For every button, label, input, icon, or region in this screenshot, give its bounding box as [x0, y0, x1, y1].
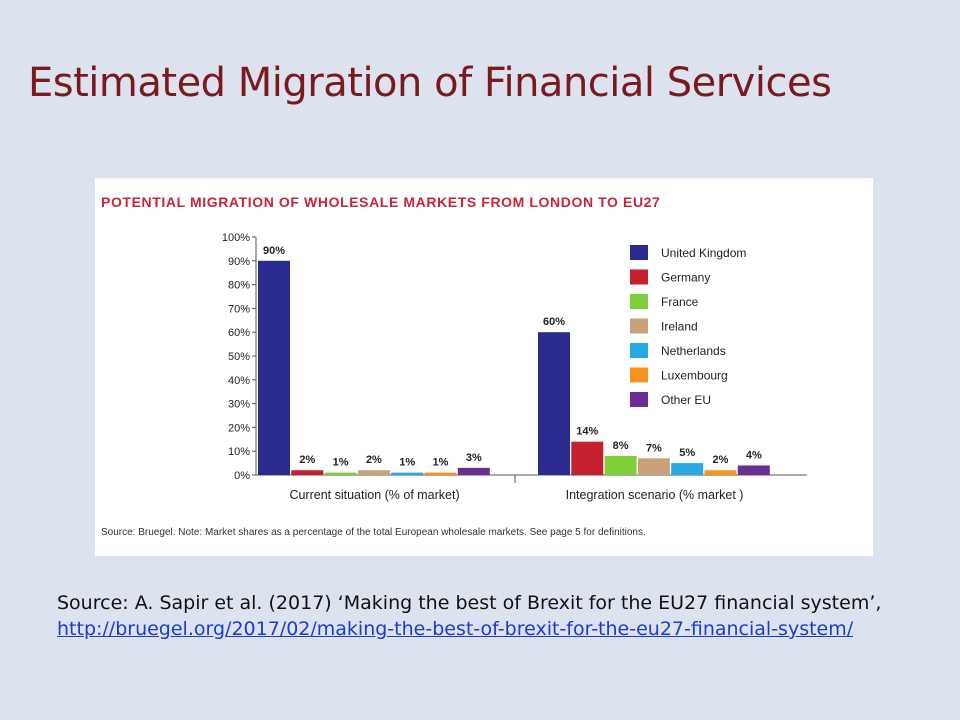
legend-swatch — [630, 294, 648, 309]
bar-united-kingdom — [258, 260, 290, 475]
category-labels: Current situation (% of market) Integrati… — [289, 475, 743, 502]
bar-ireland — [357, 470, 390, 475]
legend-label: Luxembourg — [661, 369, 728, 383]
bar-value-label: 3% — [466, 452, 482, 464]
bar-value-label: 2% — [713, 454, 729, 466]
y-tick-label: 90% — [228, 256, 250, 268]
bar-france — [324, 472, 357, 475]
y-tick-label: 50% — [228, 351, 250, 363]
bar-value-label: 8% — [613, 440, 629, 452]
y-tick-label: 20% — [228, 422, 250, 434]
legend-label: France — [661, 295, 699, 309]
bar-value-label: 1% — [433, 457, 449, 469]
bar-other-eu — [457, 467, 490, 475]
y-tick-label: 0% — [234, 470, 250, 482]
bars: 90% 2% 1% 2% 1% 1% 3% 60% 14% 8% 7% 5% 2% 4% — [258, 245, 770, 475]
chart-note: Source: Bruegel. Note: Market shares as … — [101, 527, 646, 538]
legend-label: Netherlands — [661, 344, 726, 358]
bar-value-label: 60% — [543, 316, 565, 328]
legend-label: United Kingdom — [661, 246, 746, 260]
bar-chart: POTENTIAL MIGRATION OF WHOLESALE MARKETS… — [101, 194, 807, 538]
bar-value-label: 90% — [263, 245, 285, 257]
bar-united-kingdom — [538, 332, 570, 475]
y-tick-label: 70% — [228, 303, 250, 315]
bar-value-label: 5% — [679, 447, 695, 459]
legend-swatch — [630, 269, 648, 285]
y-tick-label: 80% — [228, 280, 250, 292]
chart-title: POTENTIAL MIGRATION OF WHOLESALE MARKETS… — [101, 194, 660, 210]
legend-swatch — [630, 392, 648, 407]
bar-france — [604, 455, 637, 475]
legend-swatch — [630, 343, 648, 358]
y-tick-label: 100% — [222, 232, 250, 244]
source-citation: Source: A. Sapir et al. (2017) ‘Making t… — [57, 590, 881, 642]
bar-value-label: 1% — [333, 457, 349, 469]
bar-value-label: 14% — [576, 426, 598, 438]
legend-swatch — [630, 245, 648, 260]
category-label: Integration scenario (% market ) — [566, 488, 744, 502]
bar-value-label: 4% — [746, 449, 762, 461]
bar-value-label: 2% — [366, 454, 382, 466]
y-tick-label: 60% — [228, 327, 250, 339]
chart-panel: POTENTIAL MIGRATION OF WHOLESALE MARKETS… — [95, 178, 873, 556]
legend-label: Other EU — [661, 393, 711, 407]
category-label: Current situation (% of market) — [289, 488, 459, 502]
y-tick-label: 30% — [228, 399, 250, 411]
bar-germany — [571, 441, 604, 475]
legend: United Kingdom Germany France Ireland Nether… — [630, 245, 746, 407]
bar-netherlands — [391, 472, 424, 475]
bar-other-eu — [737, 465, 770, 475]
bar-germany — [291, 470, 324, 475]
bar-luxembourg — [424, 472, 457, 475]
legend-swatch — [630, 367, 648, 383]
legend-label: Ireland — [661, 320, 698, 334]
source-link[interactable]: http://bruegel.org/2017/02/making-the-be… — [57, 618, 854, 640]
source-text: Source: A. Sapir et al. (2017) ‘Making t… — [57, 592, 882, 614]
legend-swatch — [630, 318, 648, 334]
bar-value-label: 1% — [399, 457, 415, 469]
y-tick-label: 40% — [228, 375, 250, 387]
bar-ireland — [637, 458, 670, 475]
bar-value-label: 2% — [299, 454, 315, 466]
slide-title: Estimated Migration of Financial Service… — [28, 60, 832, 106]
legend-label: Germany — [661, 271, 710, 285]
bar-luxembourg — [704, 470, 737, 475]
y-tick-label: 10% — [228, 446, 250, 458]
bar-netherlands — [671, 463, 704, 475]
bar-value-label: 7% — [646, 442, 662, 454]
